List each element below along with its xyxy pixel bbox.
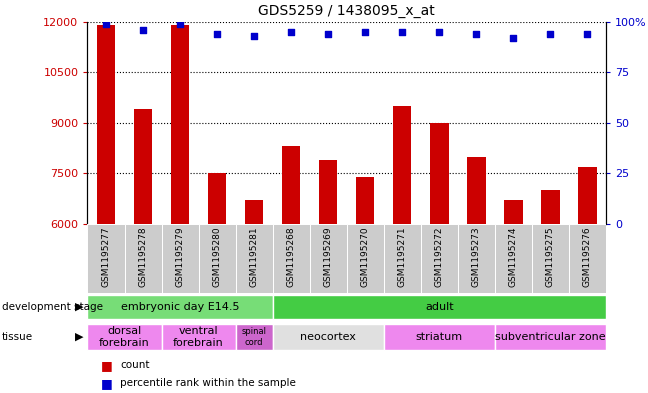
Point	[545, 31, 555, 37]
Point	[249, 33, 259, 39]
Bar	[171, 25, 189, 224]
Bar	[495, 324, 606, 350]
Text: GSM1195281: GSM1195281	[249, 226, 259, 287]
Text: adult: adult	[425, 302, 454, 312]
Bar	[319, 160, 338, 224]
Text: ▶: ▶	[75, 332, 84, 342]
Bar	[161, 224, 198, 293]
Title: GDS5259 / 1438095_x_at: GDS5259 / 1438095_x_at	[259, 4, 435, 18]
Text: ▶: ▶	[75, 302, 84, 312]
Bar	[87, 295, 273, 319]
Bar	[97, 25, 115, 224]
Text: GSM1195280: GSM1195280	[213, 226, 222, 287]
Text: dorsal
forebrain: dorsal forebrain	[99, 326, 150, 348]
Point	[138, 27, 148, 33]
Point	[212, 31, 222, 37]
Bar	[457, 224, 495, 293]
Bar	[421, 224, 457, 293]
Text: GSM1195274: GSM1195274	[509, 226, 518, 286]
Text: GSM1195272: GSM1195272	[435, 226, 444, 286]
Text: GSM1195278: GSM1195278	[139, 226, 148, 287]
Text: striatum: striatum	[415, 332, 463, 342]
Text: GSM1195271: GSM1195271	[398, 226, 407, 287]
Bar	[504, 200, 522, 224]
Point	[286, 29, 296, 35]
Bar	[236, 224, 273, 293]
Bar	[532, 224, 569, 293]
Bar	[495, 224, 532, 293]
Point	[397, 29, 408, 35]
Point	[323, 31, 333, 37]
Text: spinal
cord: spinal cord	[242, 327, 266, 347]
Bar	[236, 324, 273, 350]
Point	[582, 31, 592, 37]
Text: GSM1195273: GSM1195273	[472, 226, 481, 287]
Bar	[578, 167, 597, 224]
Text: subventricular zone: subventricular zone	[495, 332, 606, 342]
Bar	[198, 224, 236, 293]
Bar	[467, 156, 485, 224]
Bar	[87, 324, 161, 350]
Text: GSM1195276: GSM1195276	[583, 226, 592, 287]
Bar	[347, 224, 384, 293]
Point	[360, 29, 371, 35]
Text: GSM1195275: GSM1195275	[546, 226, 555, 287]
Text: GSM1195279: GSM1195279	[176, 226, 185, 287]
Bar	[569, 224, 606, 293]
Text: ■: ■	[100, 359, 112, 372]
Text: ventral
forebrain: ventral forebrain	[173, 326, 224, 348]
Text: GSM1195269: GSM1195269	[323, 226, 332, 287]
Bar	[133, 109, 152, 224]
Text: embryonic day E14.5: embryonic day E14.5	[121, 302, 239, 312]
Text: development stage: development stage	[2, 302, 103, 312]
Text: percentile rank within the sample: percentile rank within the sample	[120, 378, 295, 388]
Bar	[356, 177, 375, 224]
Bar	[161, 324, 236, 350]
Bar	[393, 106, 411, 224]
Bar	[273, 324, 384, 350]
Text: GSM1195268: GSM1195268	[286, 226, 295, 287]
Bar	[541, 190, 560, 224]
Text: tissue: tissue	[2, 332, 33, 342]
Text: ■: ■	[100, 376, 112, 390]
Bar	[384, 224, 421, 293]
Bar	[245, 200, 263, 224]
Text: GSM1195270: GSM1195270	[361, 226, 370, 287]
Text: count: count	[120, 360, 150, 371]
Bar	[273, 295, 606, 319]
Bar	[273, 224, 310, 293]
Bar	[430, 123, 448, 224]
Text: GSM1195277: GSM1195277	[102, 226, 111, 287]
Bar	[87, 224, 124, 293]
Point	[434, 29, 445, 35]
Point	[508, 35, 518, 41]
Point	[101, 20, 111, 27]
Bar	[384, 324, 495, 350]
Bar	[282, 147, 301, 224]
Text: neocortex: neocortex	[300, 332, 356, 342]
Bar	[310, 224, 347, 293]
Bar	[208, 173, 226, 224]
Point	[175, 20, 185, 27]
Point	[471, 31, 481, 37]
Bar	[124, 224, 161, 293]
